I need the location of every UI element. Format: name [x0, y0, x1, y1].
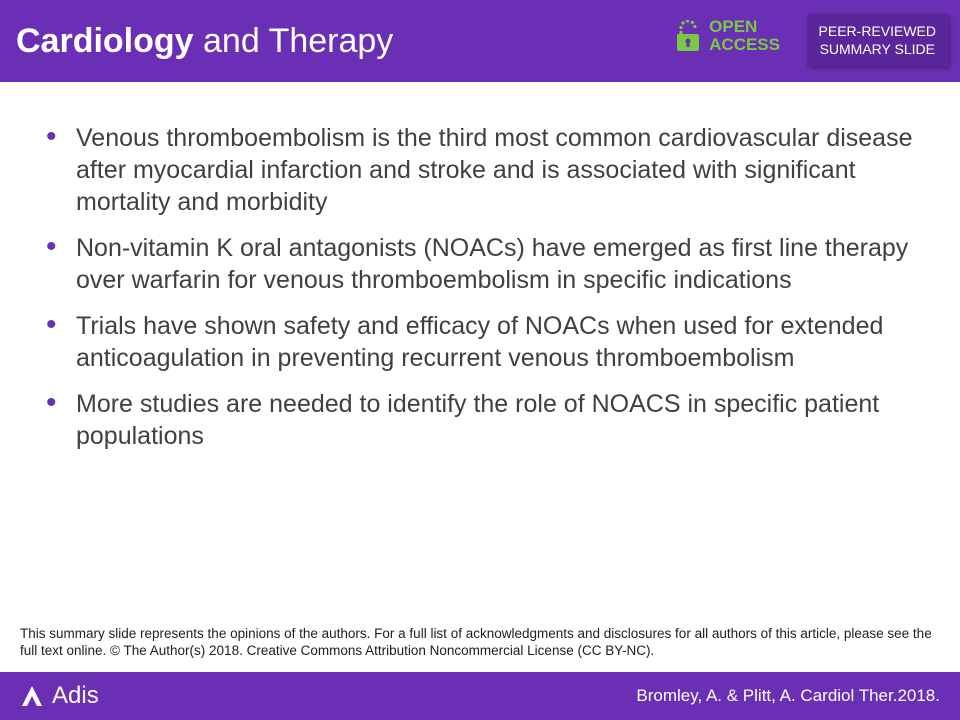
disclaimer-text: This summary slide represents the opinio…: [20, 626, 940, 660]
adis-logo-icon: [20, 684, 44, 708]
journal-title: Cardiology and Therapy: [16, 22, 393, 61]
peer-reviewed-badge: PEER-REVIEWED SUMMARY SLIDE: [807, 14, 948, 66]
bullet-list: Venous thromboembolism is the third most…: [40, 122, 920, 452]
list-item: Venous thromboembolism is the third most…: [40, 122, 920, 218]
open-lock-icon: [675, 20, 701, 52]
oa-line1: OPEN: [709, 18, 780, 36]
badge-line1: PEER-REVIEWED: [819, 22, 936, 40]
list-item: Non-vitamin K oral antagonists (NOACs) h…: [40, 232, 920, 296]
oa-line2: ACCESS: [709, 36, 780, 54]
open-access-badge: OPEN ACCESS: [675, 18, 780, 54]
journal-title-light: and Therapy: [194, 22, 394, 60]
badge-line2: SUMMARY SLIDE: [819, 40, 936, 58]
publisher-logo: Adis: [20, 682, 99, 710]
journal-title-bold: Cardiology: [16, 22, 194, 60]
footer-bar: Adis Bromley, A. & Plitt, A. Cardiol The…: [0, 672, 960, 720]
list-item: Trials have shown safety and efficacy of…: [40, 310, 920, 374]
citation-text: Bromley, A. & Plitt, A. Cardiol Ther.201…: [636, 686, 940, 706]
content-area: Venous thromboembolism is the third most…: [0, 82, 960, 476]
list-item: More studies are needed to identify the …: [40, 388, 920, 452]
publisher-name: Adis: [52, 682, 99, 710]
header-bar: Cardiology and Therapy OPEN ACCESS PEER-…: [0, 0, 960, 82]
open-access-text: OPEN ACCESS: [709, 18, 780, 54]
